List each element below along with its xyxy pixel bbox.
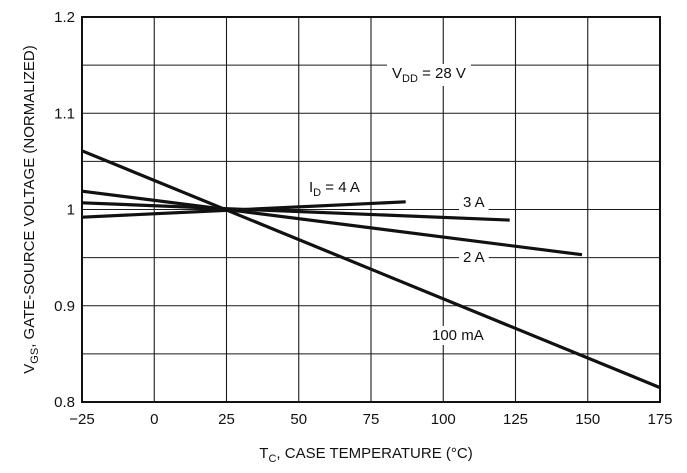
y-tick-label: 0.9 bbox=[54, 298, 75, 315]
y-axis-title-rest: , GATE-SOURCE VOLTAGE (NORMALIZED) bbox=[21, 45, 38, 348]
x-axis-title: TC, CASE TEMPERATURE (°C) bbox=[259, 445, 472, 465]
id4-label-rest: = 4 A bbox=[321, 179, 360, 196]
x-tick-label: 100 bbox=[431, 411, 456, 428]
series-line-100-ma bbox=[81, 149, 661, 390]
vdd-label-main: V bbox=[392, 65, 402, 82]
id4-label-background bbox=[306, 178, 363, 200]
x-tick-label: 0 bbox=[150, 411, 158, 428]
series-line-2-a bbox=[81, 189, 583, 257]
grid bbox=[81, 16, 661, 403]
id3-label-background bbox=[459, 193, 489, 212]
y-tick-label: 1.1 bbox=[54, 105, 75, 122]
x-tick-label: 25 bbox=[218, 411, 235, 428]
y-tick-label: 1 bbox=[67, 202, 75, 219]
id100-label-background bbox=[428, 326, 488, 345]
plot-frame bbox=[81, 16, 661, 403]
vdd-label-sub: DD bbox=[402, 73, 418, 85]
id2-label-background bbox=[459, 248, 489, 267]
x-axis-title-sub: C bbox=[268, 453, 276, 465]
x-axis-title-main: T bbox=[259, 445, 268, 462]
id2-label: 2 A bbox=[463, 249, 485, 266]
y-axis-title-main: V bbox=[21, 364, 38, 374]
x-tick-label: 175 bbox=[647, 411, 672, 428]
x-tick-label: 75 bbox=[363, 411, 380, 428]
id4-label-main: I bbox=[309, 179, 313, 196]
y-tick-labels: 0.8 0.9 1 1.1 1.2 bbox=[54, 9, 75, 411]
y-tick-label: 1.2 bbox=[54, 9, 75, 26]
series-line-3-a bbox=[81, 201, 510, 222]
x-tick-label: 125 bbox=[503, 411, 528, 428]
x-tick-label: 50 bbox=[290, 411, 307, 428]
vdd-label-rest: = 28 V bbox=[418, 65, 466, 82]
y-axis-title-sub: GS bbox=[29, 348, 41, 364]
id100-label: 100 mA bbox=[432, 327, 484, 344]
x-tick-label: 150 bbox=[575, 411, 600, 428]
annotations: VDD = 28 V ID = 4 A 3 A 2 A 100 mA bbox=[306, 64, 489, 345]
x-axis-title-rest: , CASE TEMPERATURE (°C) bbox=[276, 445, 472, 462]
vdd-label: VDD = 28 V bbox=[392, 65, 466, 85]
id4-label: ID = 4 A bbox=[309, 179, 360, 199]
x-tick-label: −25 bbox=[69, 411, 94, 428]
id4-label-sub: D bbox=[313, 187, 321, 199]
series-layer bbox=[81, 149, 661, 390]
x-tick-labels: −25 0 25 50 75 100 125 150 175 bbox=[69, 411, 672, 428]
y-tick-label: 0.8 bbox=[54, 394, 75, 411]
id3-label: 3 A bbox=[463, 194, 485, 211]
vdd-label-background bbox=[387, 64, 471, 86]
y-axis-title: VGS, GATE-SOURCE VOLTAGE (NORMALIZED) bbox=[21, 45, 41, 373]
series-line-4-a bbox=[81, 200, 406, 219]
